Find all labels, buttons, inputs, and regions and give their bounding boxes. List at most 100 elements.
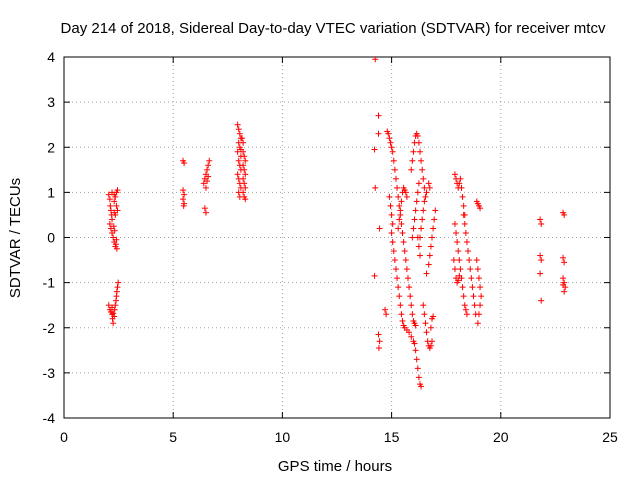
data-point (180, 187, 187, 194)
data-point (404, 275, 411, 282)
data-point (386, 135, 393, 142)
data-point (414, 365, 421, 372)
data-point (410, 148, 417, 155)
data-point (389, 239, 396, 246)
data-point (430, 225, 437, 232)
data-point (113, 202, 120, 209)
data-point (114, 187, 121, 194)
data-point (463, 239, 470, 246)
data-point (418, 157, 425, 164)
data-point (427, 342, 434, 349)
data-point (111, 198, 118, 205)
data-point (107, 207, 114, 214)
data-point (426, 252, 433, 259)
data-point (460, 202, 467, 209)
data-point (477, 284, 484, 291)
data-point (430, 313, 437, 320)
data-point (386, 193, 393, 200)
data-point (414, 234, 421, 241)
data-point (376, 225, 383, 232)
data-point (418, 383, 425, 390)
x-tick-label: 20 (493, 429, 509, 445)
data-point (411, 340, 418, 347)
data-point (401, 248, 408, 255)
data-point (475, 311, 482, 318)
data-point (406, 284, 413, 291)
data-point (432, 207, 439, 214)
data-point (453, 229, 460, 236)
data-point (560, 275, 567, 282)
data-point (390, 248, 397, 255)
data-point (111, 209, 118, 216)
data-point (180, 196, 187, 203)
data-point (110, 310, 117, 317)
data-point (473, 257, 480, 264)
data-point (470, 293, 477, 300)
data-point (462, 229, 469, 236)
data-point (113, 288, 120, 295)
data-point (561, 259, 568, 266)
data-point (398, 198, 405, 205)
data-point (111, 313, 118, 320)
x-tick-label: 15 (384, 429, 400, 445)
data-point (537, 252, 544, 259)
data-point (475, 275, 482, 282)
data-point (416, 252, 423, 259)
data-point (397, 207, 404, 214)
data-point (462, 306, 469, 313)
data-point (412, 207, 419, 214)
data-point (420, 175, 427, 182)
data-point (106, 196, 113, 203)
data-point (457, 266, 464, 273)
data-point (235, 157, 242, 164)
data-point (423, 270, 430, 277)
data-point (389, 148, 396, 155)
data-point (469, 284, 476, 291)
x-tick-labels: 0 5 10 15 20 25 (60, 429, 618, 445)
data-point (204, 166, 211, 173)
data-point (112, 241, 119, 248)
data-point (560, 281, 567, 288)
x-tick-label: 5 (169, 429, 177, 445)
data-point (396, 202, 403, 209)
data-point (181, 191, 188, 198)
data-point (110, 320, 117, 327)
data-point (420, 207, 427, 214)
data-point (422, 193, 429, 200)
data-point (372, 184, 379, 191)
data-point (471, 302, 478, 309)
data-point (234, 171, 241, 178)
data-point (375, 130, 382, 137)
data-point (391, 257, 398, 264)
data-point (240, 139, 247, 146)
data-point (241, 166, 248, 173)
data-point (235, 126, 242, 133)
data-point (466, 257, 473, 264)
y-tick-label: 1 (47, 184, 55, 200)
data-point (390, 157, 397, 164)
data-point (112, 193, 119, 200)
data-point (389, 220, 396, 227)
data-point (395, 193, 402, 200)
data-point (450, 257, 457, 264)
data-point (413, 198, 420, 205)
data-point (388, 211, 395, 218)
data-point (238, 135, 245, 142)
y-tick-label: -2 (43, 320, 56, 336)
data-point (474, 320, 481, 327)
data-point (477, 302, 484, 309)
data-point (403, 193, 410, 200)
data-point (387, 202, 394, 209)
data-point (242, 196, 249, 203)
data-point (406, 329, 413, 336)
data-point (398, 311, 405, 318)
data-point (105, 191, 112, 198)
y-tick-labels: -4 -3 -2 -1 0 1 2 3 4 (43, 49, 56, 426)
data-point (181, 160, 188, 167)
data-point (465, 248, 472, 255)
data-point (110, 223, 117, 230)
data-point (396, 216, 403, 223)
data-point (419, 166, 426, 173)
data-point (451, 220, 458, 227)
